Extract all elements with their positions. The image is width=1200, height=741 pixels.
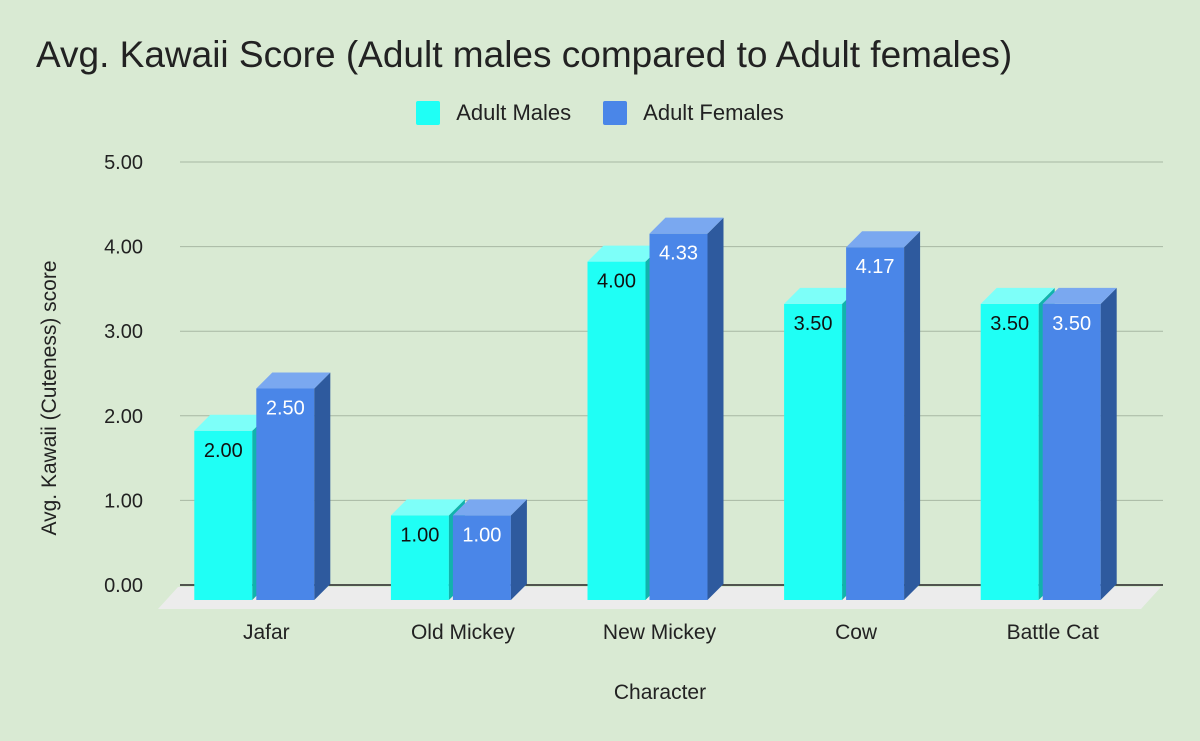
bar-adult-females-old-mickey — [452, 515, 511, 600]
bar-adult-females-jafar — [256, 388, 315, 600]
bar-adult-males-cow-top — [784, 287, 859, 304]
bar-adult-males-jafar-top — [194, 414, 269, 431]
bar-adult-females-cow-side — [904, 231, 921, 600]
y-tick-label: 0.00 — [104, 575, 143, 597]
bar-adult-females-jafar-top — [256, 372, 331, 389]
bar-adult-females-battle-cat-side — [1100, 287, 1117, 600]
legend-item-adult-males[interactable]: Adult Males — [416, 100, 571, 126]
y-tick-label: 5.00 — [104, 152, 143, 174]
x-tick-label: Jafar — [243, 621, 290, 644]
bar-adult-females-cow-top — [846, 231, 921, 248]
bar-adult-males-jafar — [194, 430, 253, 600]
data-label: 4.00 — [597, 271, 636, 293]
bar-adult-females-new-mickey-side — [707, 217, 724, 600]
bar-adult-males-battle-cat-top — [980, 287, 1055, 304]
legend-swatch-adult-females — [603, 101, 628, 125]
data-label: 3.50 — [1052, 313, 1091, 335]
data-label: 4.33 — [659, 243, 698, 265]
data-label: 2.00 — [204, 440, 243, 462]
y-tick-label: 1.00 — [104, 490, 143, 512]
x-tick-label: Old Mickey — [411, 621, 515, 644]
bar-adult-females-battle-cat — [1042, 303, 1101, 600]
legend-item-adult-females[interactable]: Adult Females — [603, 100, 784, 126]
bar-adult-males-old-mickey — [390, 515, 449, 600]
data-label: 2.50 — [266, 398, 305, 420]
data-label: 3.50 — [990, 313, 1029, 335]
y-axis-title: Avg. Kawaii (Cuteness) score — [38, 260, 61, 535]
bar-adult-females-new-mickey — [649, 233, 708, 600]
legend-label-adult-females: Adult Females — [643, 100, 784, 125]
legend: Adult Males Adult Females — [0, 100, 1200, 126]
data-label: 1.00 — [400, 524, 439, 546]
bar-adult-females-cow — [846, 247, 905, 600]
x-tick-label: New Mickey — [603, 621, 717, 644]
y-tick-label: 4.00 — [104, 237, 143, 259]
data-label: 3.50 — [794, 313, 833, 335]
bar-adult-males-new-mickey — [587, 261, 646, 600]
data-label: 1.00 — [462, 524, 501, 546]
bar-adult-females-old-mickey-top — [452, 499, 527, 516]
legend-label-adult-males: Adult Males — [456, 100, 572, 125]
legend-swatch-adult-males — [416, 101, 441, 125]
data-label: 4.17 — [856, 256, 895, 278]
x-tick-label: Battle Cat — [1007, 621, 1099, 644]
y-tick-label: 3.00 — [104, 321, 143, 343]
bar-adult-males-new-mickey-top — [587, 245, 662, 262]
y-tick-label: 2.00 — [104, 406, 143, 428]
bar-adult-males-old-mickey-top — [390, 499, 465, 516]
x-tick-label: Cow — [835, 621, 878, 644]
bar-adult-females-jafar-side — [314, 372, 331, 600]
bar-adult-females-old-mickey-side — [510, 499, 527, 600]
bar-adult-males-cow — [784, 303, 843, 600]
bar-adult-females-new-mickey-top — [649, 217, 724, 234]
bar-adult-males-battle-cat — [980, 303, 1039, 600]
x-axis-title: Character — [614, 681, 706, 704]
bar-adult-females-battle-cat-top — [1042, 287, 1117, 304]
chart-title: Avg. Kawaii Score (Adult males compared … — [36, 34, 1013, 75]
